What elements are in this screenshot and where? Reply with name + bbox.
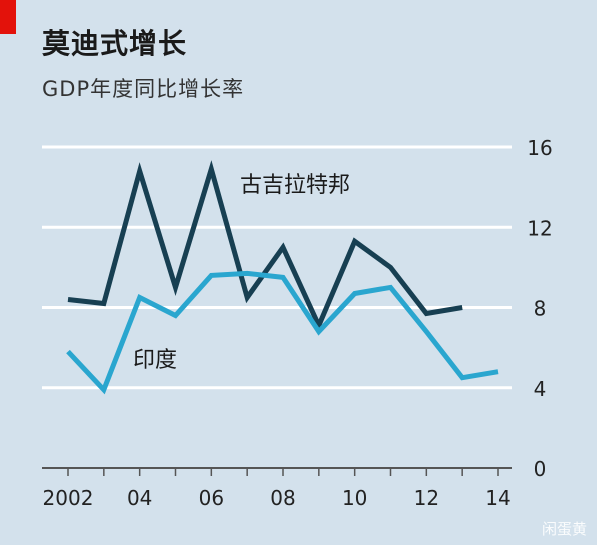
y-tick-label-12: 12 (527, 216, 552, 240)
x-tick-label-2006: 06 (199, 486, 224, 510)
y-tick-label-0: 0 (534, 457, 547, 481)
x-tick-label-2008: 08 (270, 486, 295, 510)
series-line-0 (67, 160, 463, 332)
x-tick-label-2014: 14 (485, 486, 510, 510)
series-label-0: 古吉拉特邦 (240, 173, 350, 198)
series-label-1: 印度 (133, 348, 177, 373)
x-tick-label-2004: 04 (127, 486, 152, 510)
watermark: 闲蛋黄 (541, 520, 587, 538)
chart-title: 莫迪式增长 (42, 27, 188, 60)
y-tick-label-8: 8 (534, 297, 547, 321)
x-tick-label-2002: 2002 (43, 486, 94, 510)
chart-subtitle: GDP年度同比增长率 (42, 77, 245, 101)
y-tick-label-4: 4 (534, 377, 547, 401)
brand-red-tag (0, 0, 16, 34)
x-tick-label-2012: 12 (414, 486, 439, 510)
y-tick-label-16: 16 (527, 136, 552, 160)
x-tick-label-2010: 10 (342, 486, 367, 510)
